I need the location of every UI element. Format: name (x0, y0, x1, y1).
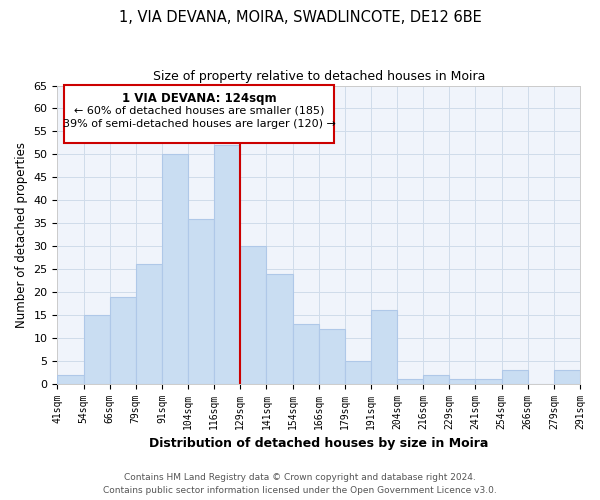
Bar (58, 374, 83, 384)
Bar (110, 296, 136, 384)
Bar (162, 154, 188, 384)
Text: 39% of semi-detached houses are larger (120) →: 39% of semi-detached houses are larger (… (63, 119, 335, 129)
X-axis label: Distribution of detached houses by size in Moira: Distribution of detached houses by size … (149, 437, 488, 450)
Bar (266, 274, 293, 384)
Bar (554, 370, 580, 384)
Text: 1, VIA DEVANA, MOIRA, SWADLINCOTE, DE12 6BE: 1, VIA DEVANA, MOIRA, SWADLINCOTE, DE12 … (119, 10, 481, 25)
Bar (345, 361, 371, 384)
Bar (136, 264, 162, 384)
Bar (475, 379, 502, 384)
Bar (83, 315, 110, 384)
Bar (502, 370, 528, 384)
Bar (371, 310, 397, 384)
Bar (423, 374, 449, 384)
Bar (397, 379, 423, 384)
Y-axis label: Number of detached properties: Number of detached properties (15, 142, 28, 328)
Text: Contains HM Land Registry data © Crown copyright and database right 2024.
Contai: Contains HM Land Registry data © Crown c… (103, 474, 497, 495)
Bar (449, 379, 475, 384)
Bar (214, 145, 241, 384)
Bar (64, 84, 334, 143)
Bar (319, 328, 345, 384)
Bar (293, 324, 319, 384)
Text: ← 60% of detached houses are smaller (185): ← 60% of detached houses are smaller (18… (74, 106, 325, 116)
Bar (188, 218, 214, 384)
Title: Size of property relative to detached houses in Moira: Size of property relative to detached ho… (152, 70, 485, 83)
Bar (241, 246, 266, 384)
Text: 1 VIA DEVANA: 124sqm: 1 VIA DEVANA: 124sqm (122, 92, 277, 104)
